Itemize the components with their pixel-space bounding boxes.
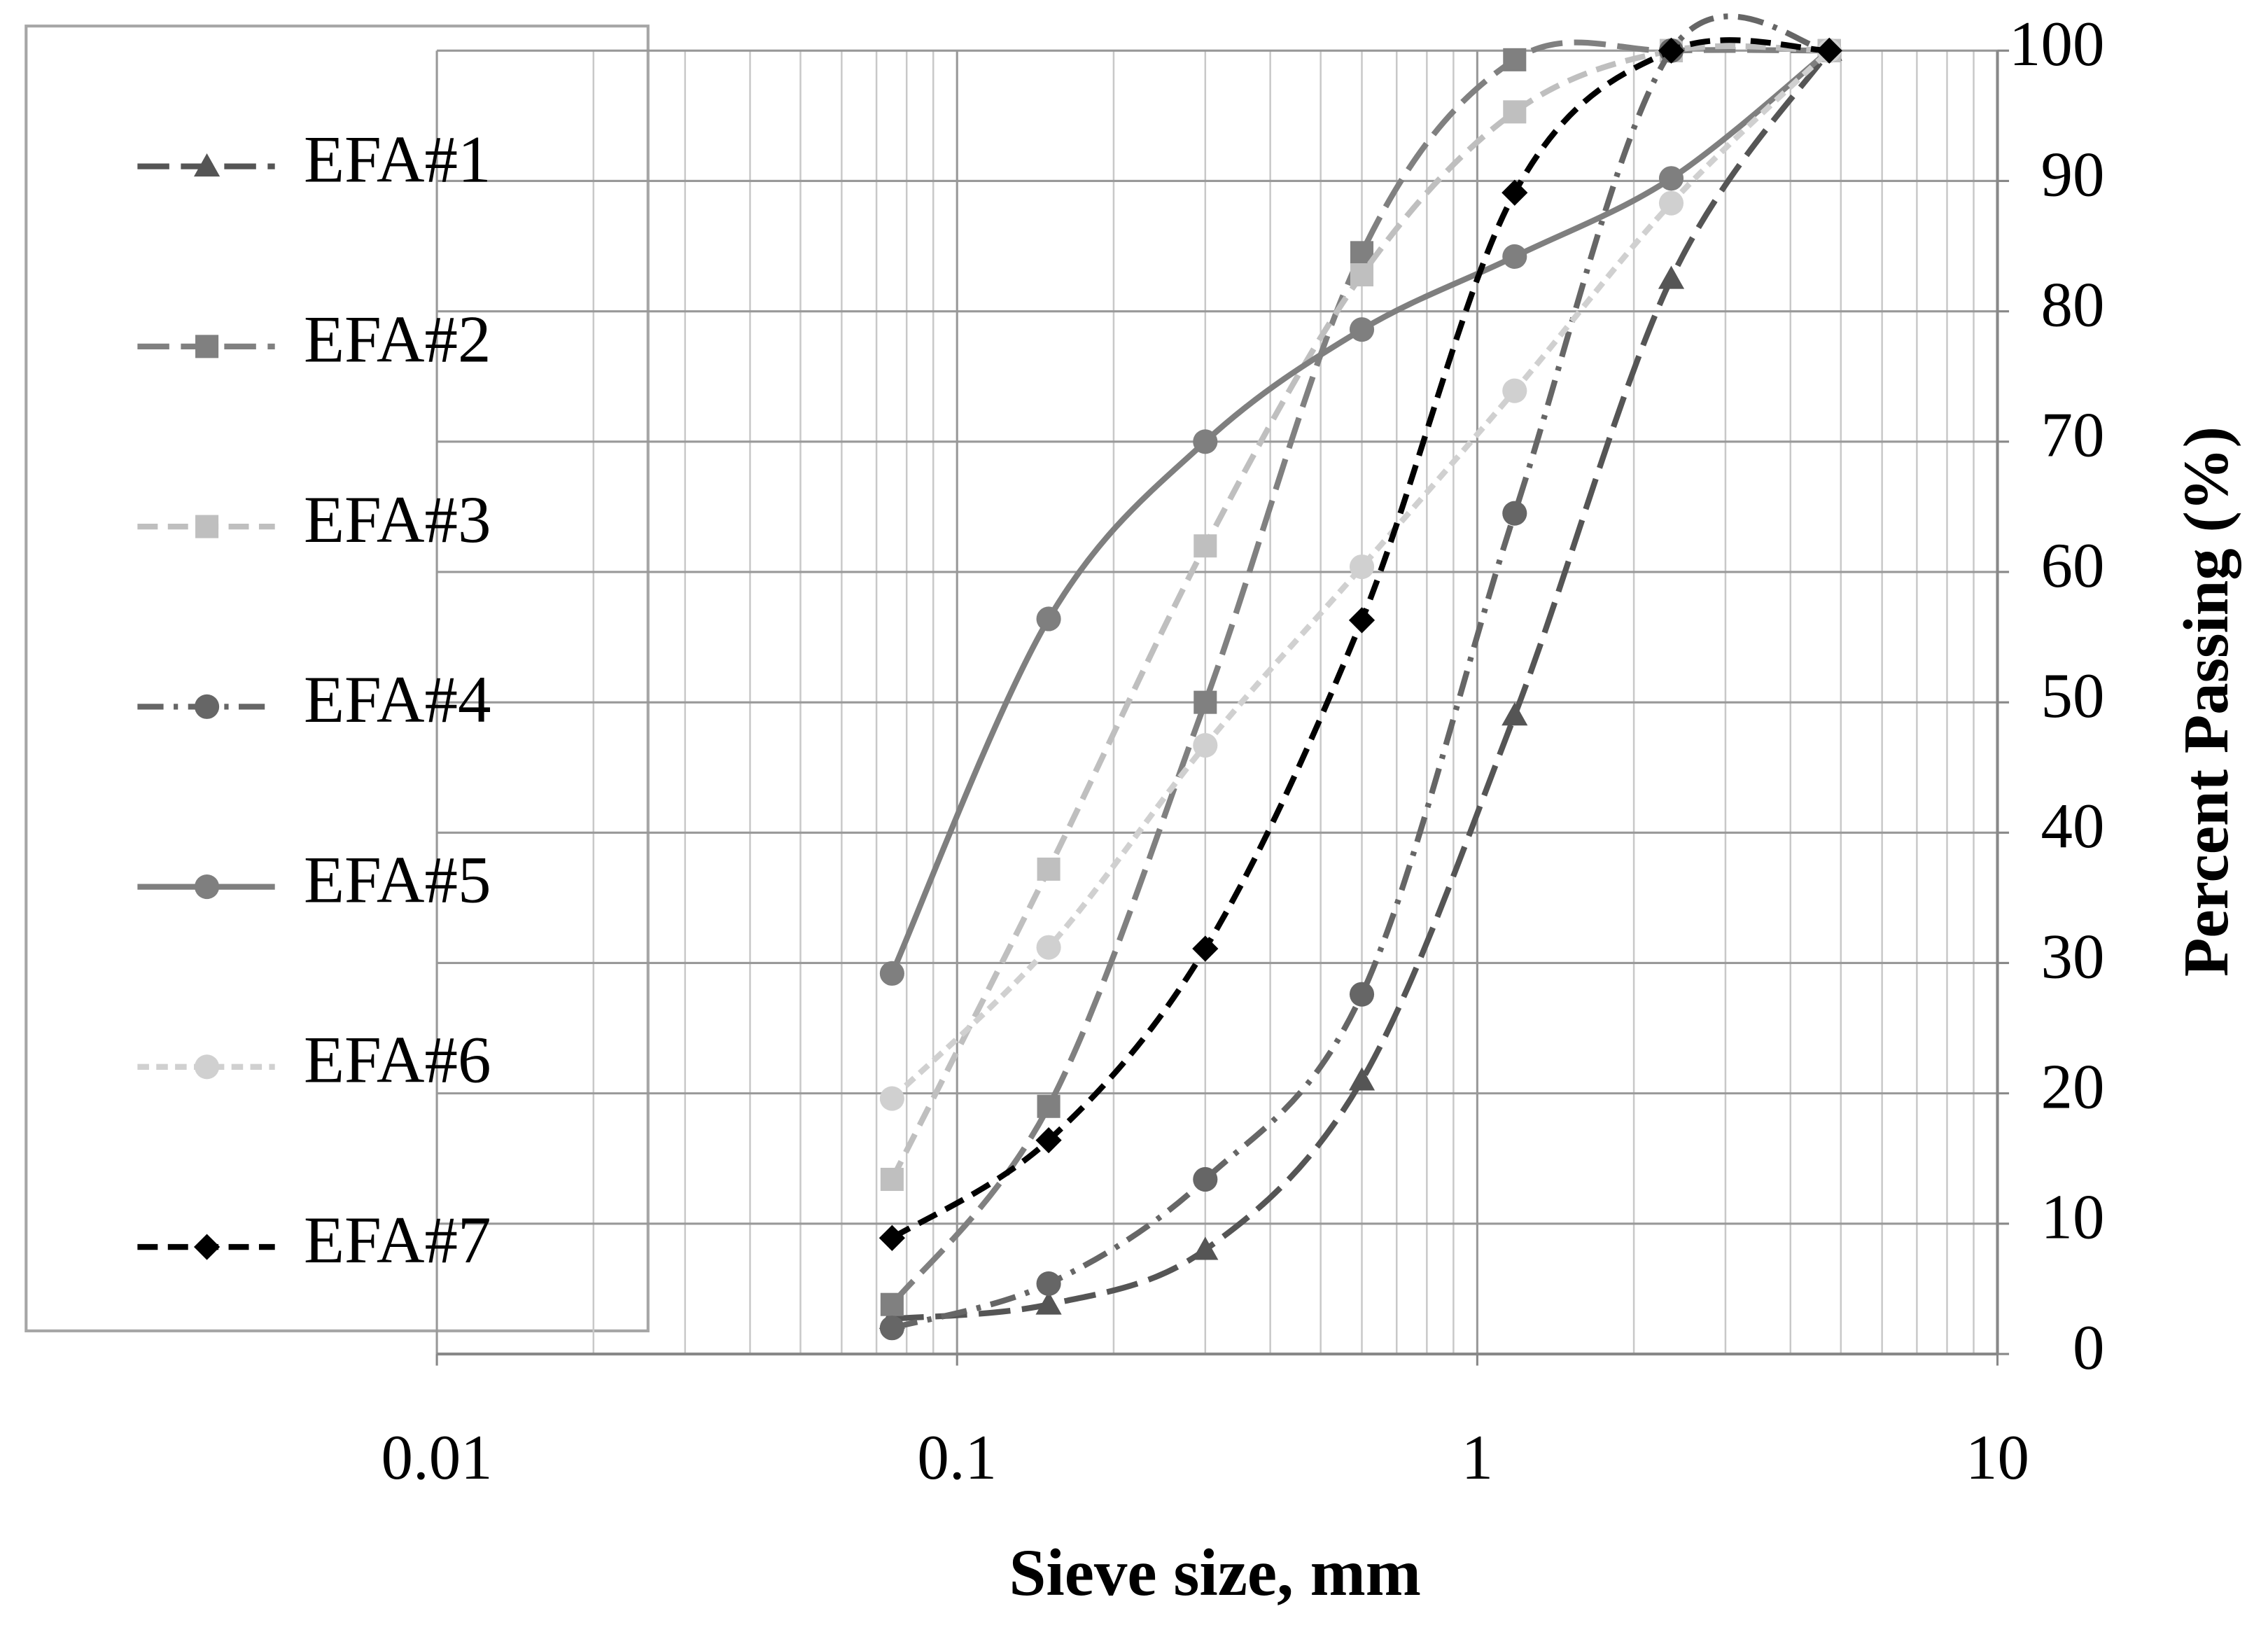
marker [195, 335, 219, 358]
marker [879, 961, 904, 986]
series [879, 38, 1842, 1111]
marker [879, 1086, 904, 1111]
marker [880, 1292, 904, 1316]
marker [195, 1054, 220, 1080]
marker [193, 153, 220, 177]
marker [1502, 702, 1528, 726]
legend-label: EFA#3 [304, 482, 491, 557]
legend-label: EFA#6 [304, 1023, 491, 1097]
y-axis-title: Percent Passing (%) [2171, 426, 2241, 977]
marker [1502, 244, 1527, 270]
legend-box [24, 25, 650, 1332]
y-tick-label: 100 [2009, 8, 2104, 79]
marker [878, 1225, 905, 1251]
x-tick-label: 0.1 [917, 1422, 997, 1493]
marker [195, 694, 220, 719]
y-tick-label: 0 [2073, 1312, 2104, 1383]
marker [1658, 37, 1685, 64]
marker [1502, 179, 1528, 206]
marker [1036, 935, 1061, 960]
marker [1658, 265, 1685, 289]
y-tick-label: 40 [2041, 790, 2105, 861]
legend-label: EFA#7 [304, 1203, 491, 1277]
marker [1192, 1236, 1219, 1260]
y-tick-label: 10 [2041, 1182, 2105, 1253]
marker [1350, 263, 1374, 287]
y-tick-label: 60 [2041, 530, 2105, 601]
marker [879, 1316, 904, 1341]
marker [1349, 317, 1375, 342]
marker [1349, 982, 1375, 1007]
marker [1193, 733, 1218, 758]
marker [1348, 1067, 1376, 1091]
marker [1658, 166, 1684, 191]
x-tick-label: 0.01 [382, 1422, 493, 1493]
marker [1194, 690, 1217, 714]
marker [1503, 100, 1527, 124]
y-tick-label: 30 [2041, 921, 2105, 991]
marker [195, 515, 219, 538]
y-tick-label: 70 [2041, 400, 2105, 470]
marker [1502, 501, 1527, 526]
marker [1502, 378, 1527, 403]
marker [1193, 429, 1218, 454]
marker [1037, 1094, 1060, 1118]
legend-label: EFA#5 [304, 842, 491, 916]
marker [1192, 935, 1219, 962]
grid [435, 49, 1999, 1355]
marker [1503, 48, 1527, 71]
x-tick-label: 1 [1462, 1422, 1493, 1493]
marker [880, 1167, 904, 1192]
x-tick-label: 10 [1966, 1422, 2029, 1493]
marker [1036, 1271, 1061, 1296]
marker [1349, 554, 1375, 580]
marker [1036, 606, 1061, 632]
legend-label: EFA#4 [304, 662, 491, 737]
y-tick-label: 90 [2041, 139, 2105, 209]
legend-label: EFA#1 [304, 122, 491, 196]
series-line [890, 39, 1830, 1306]
marker [1035, 1291, 1062, 1315]
legend-label: EFA#2 [304, 302, 491, 377]
y-tick-label: 20 [2041, 1051, 2105, 1122]
marker [1037, 857, 1060, 881]
marker [1194, 534, 1217, 558]
y-tick-label: 50 [2041, 660, 2105, 731]
x-axis-title: Sieve size, mm [1009, 1535, 1420, 1610]
y-tick-label: 80 [2041, 270, 2105, 340]
marker [195, 874, 220, 900]
marker [1193, 1166, 1218, 1192]
marker [1658, 190, 1684, 216]
marker [1816, 37, 1842, 64]
